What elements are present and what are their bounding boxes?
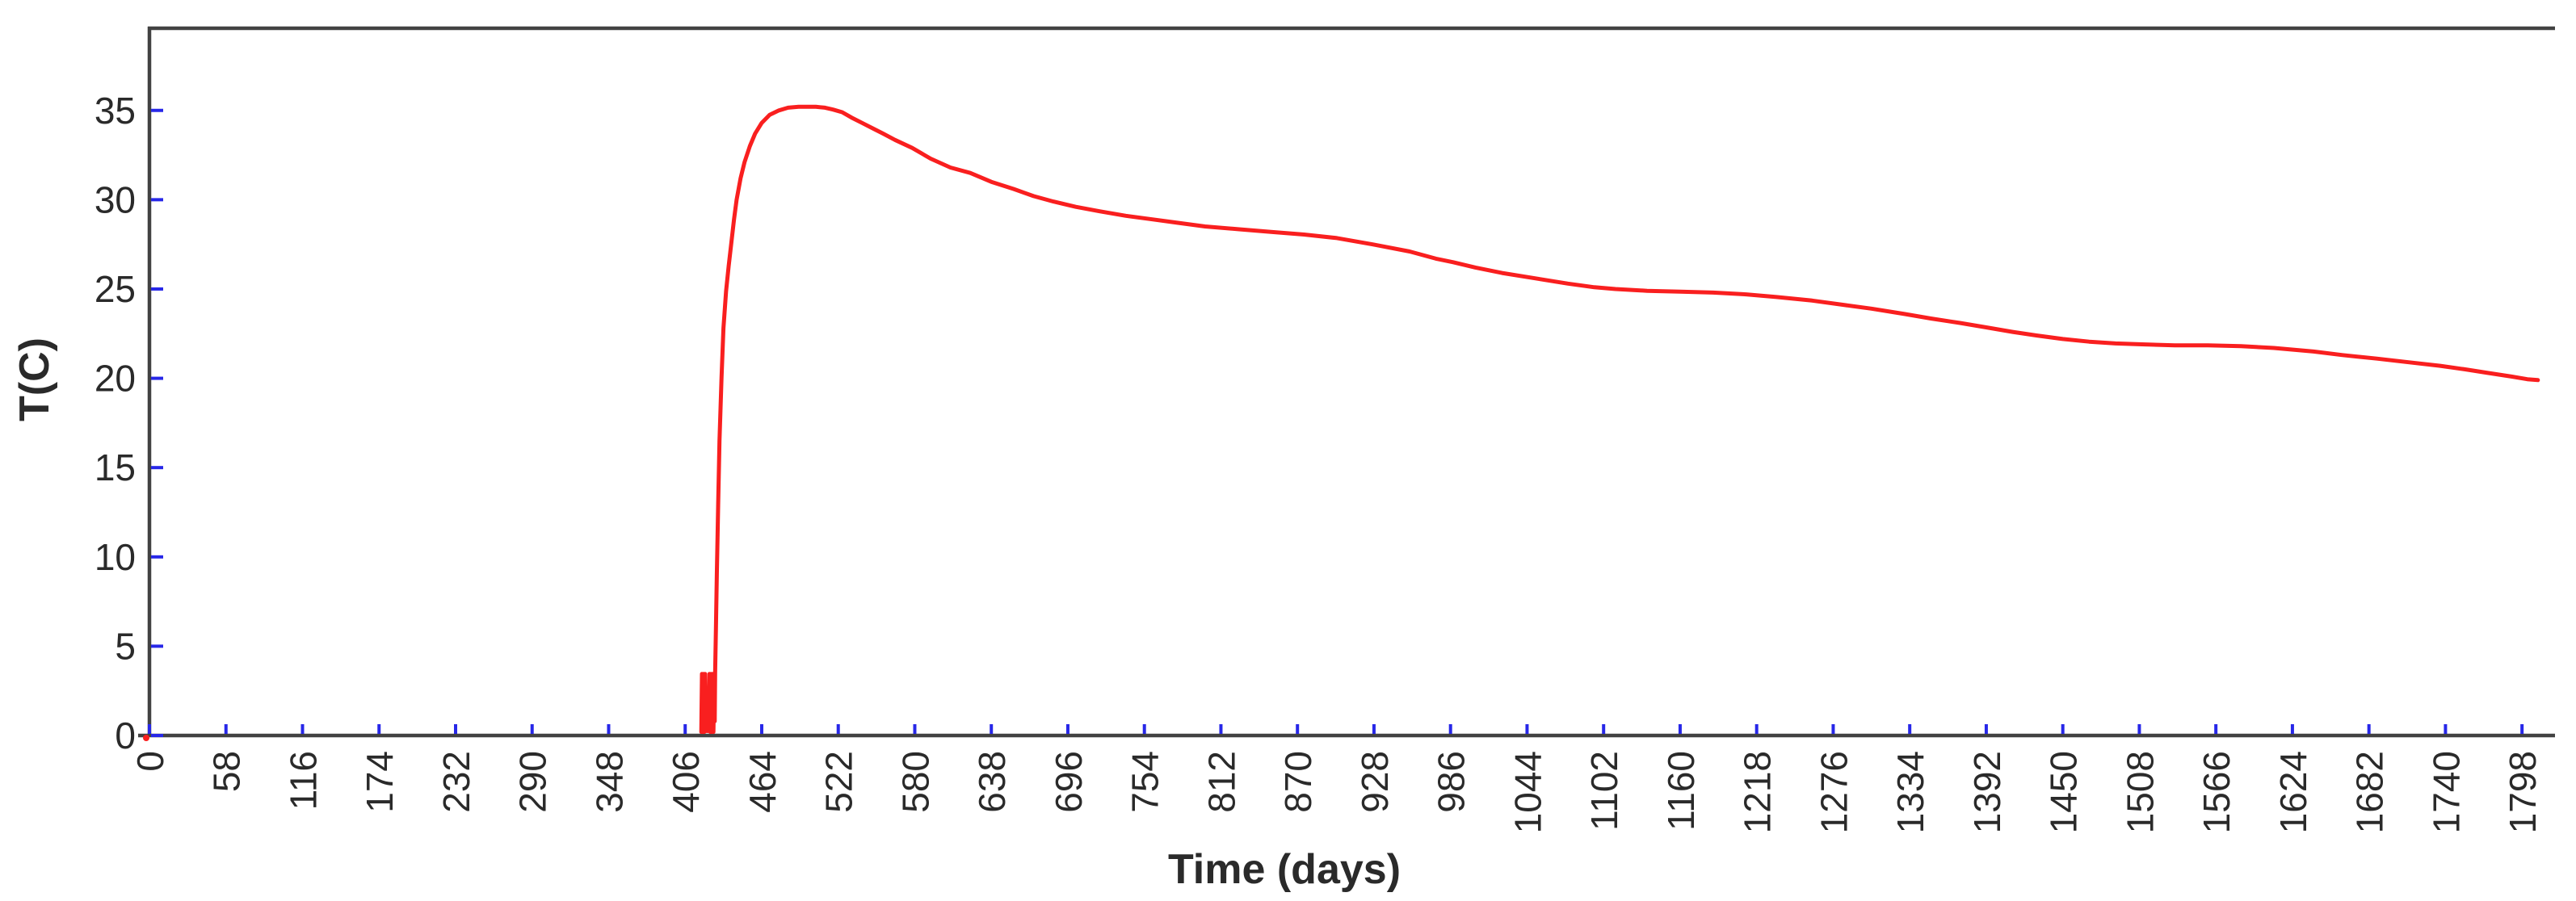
- y-tick-label: 0: [115, 715, 136, 756]
- x-tick-label: 58: [206, 751, 248, 792]
- series-line: [699, 104, 2540, 735]
- x-tick-label: 1740: [2425, 751, 2467, 833]
- y-tick-label: 25: [95, 268, 136, 310]
- x-tick-label: 1566: [2196, 751, 2238, 833]
- x-tick-label: 928: [1354, 751, 1396, 813]
- y-axis-title: T(C): [11, 337, 58, 421]
- x-tick-label: 1392: [1966, 751, 2008, 833]
- x-tick-label: 1276: [1813, 751, 1855, 833]
- plot-area: 0 58 116 174 232 290 348 406 464 522 580 638 696 754 8…: [95, 26, 2555, 833]
- x-tick-label: 1798: [2502, 751, 2544, 833]
- x-tick-label: 870: [1277, 751, 1319, 813]
- x-tick-label: 1044: [1507, 751, 1549, 833]
- y-tick-label: 15: [95, 446, 136, 488]
- x-tick-label: 0: [129, 751, 171, 772]
- x-tick-label: 1102: [1583, 751, 1625, 831]
- x-tick-label: 174: [359, 751, 401, 813]
- y-tick-label: 35: [95, 90, 136, 132]
- x-tick-label: 1682: [2349, 751, 2391, 833]
- x-tick-label: 232: [435, 751, 477, 813]
- x-tick-label: 1624: [2272, 751, 2314, 833]
- x-tick-label: 522: [818, 751, 860, 813]
- x-tick-label: 812: [1200, 751, 1242, 813]
- x-tick-label: 754: [1124, 751, 1166, 813]
- y-tick-label: 30: [95, 178, 136, 220]
- x-tick-label: 986: [1431, 751, 1473, 813]
- x-tick-label: 348: [588, 751, 630, 813]
- x-tick-label: 116: [282, 751, 324, 810]
- x-tick-label: 1508: [2119, 751, 2161, 833]
- x-axis-title: Time (days): [1168, 846, 1401, 893]
- y-tick-label: 5: [115, 625, 136, 667]
- x-tick-label: 1160: [1660, 751, 1702, 831]
- y-tick-label: 10: [95, 536, 136, 578]
- x-tick-label: 406: [665, 751, 707, 813]
- x-tick-label: 580: [894, 751, 936, 813]
- x-tick-label: 696: [1048, 751, 1090, 813]
- x-tick-label: 1450: [2043, 751, 2085, 833]
- x-tick-label: 638: [971, 751, 1013, 813]
- series-start-marker: [143, 735, 149, 741]
- x-tick-label: 1218: [1737, 751, 1779, 833]
- x-tick-label: 1334: [1889, 751, 1931, 833]
- y-tick-label: 20: [95, 358, 136, 400]
- x-tick-label: 464: [742, 751, 784, 813]
- x-tick-label: 290: [512, 751, 554, 813]
